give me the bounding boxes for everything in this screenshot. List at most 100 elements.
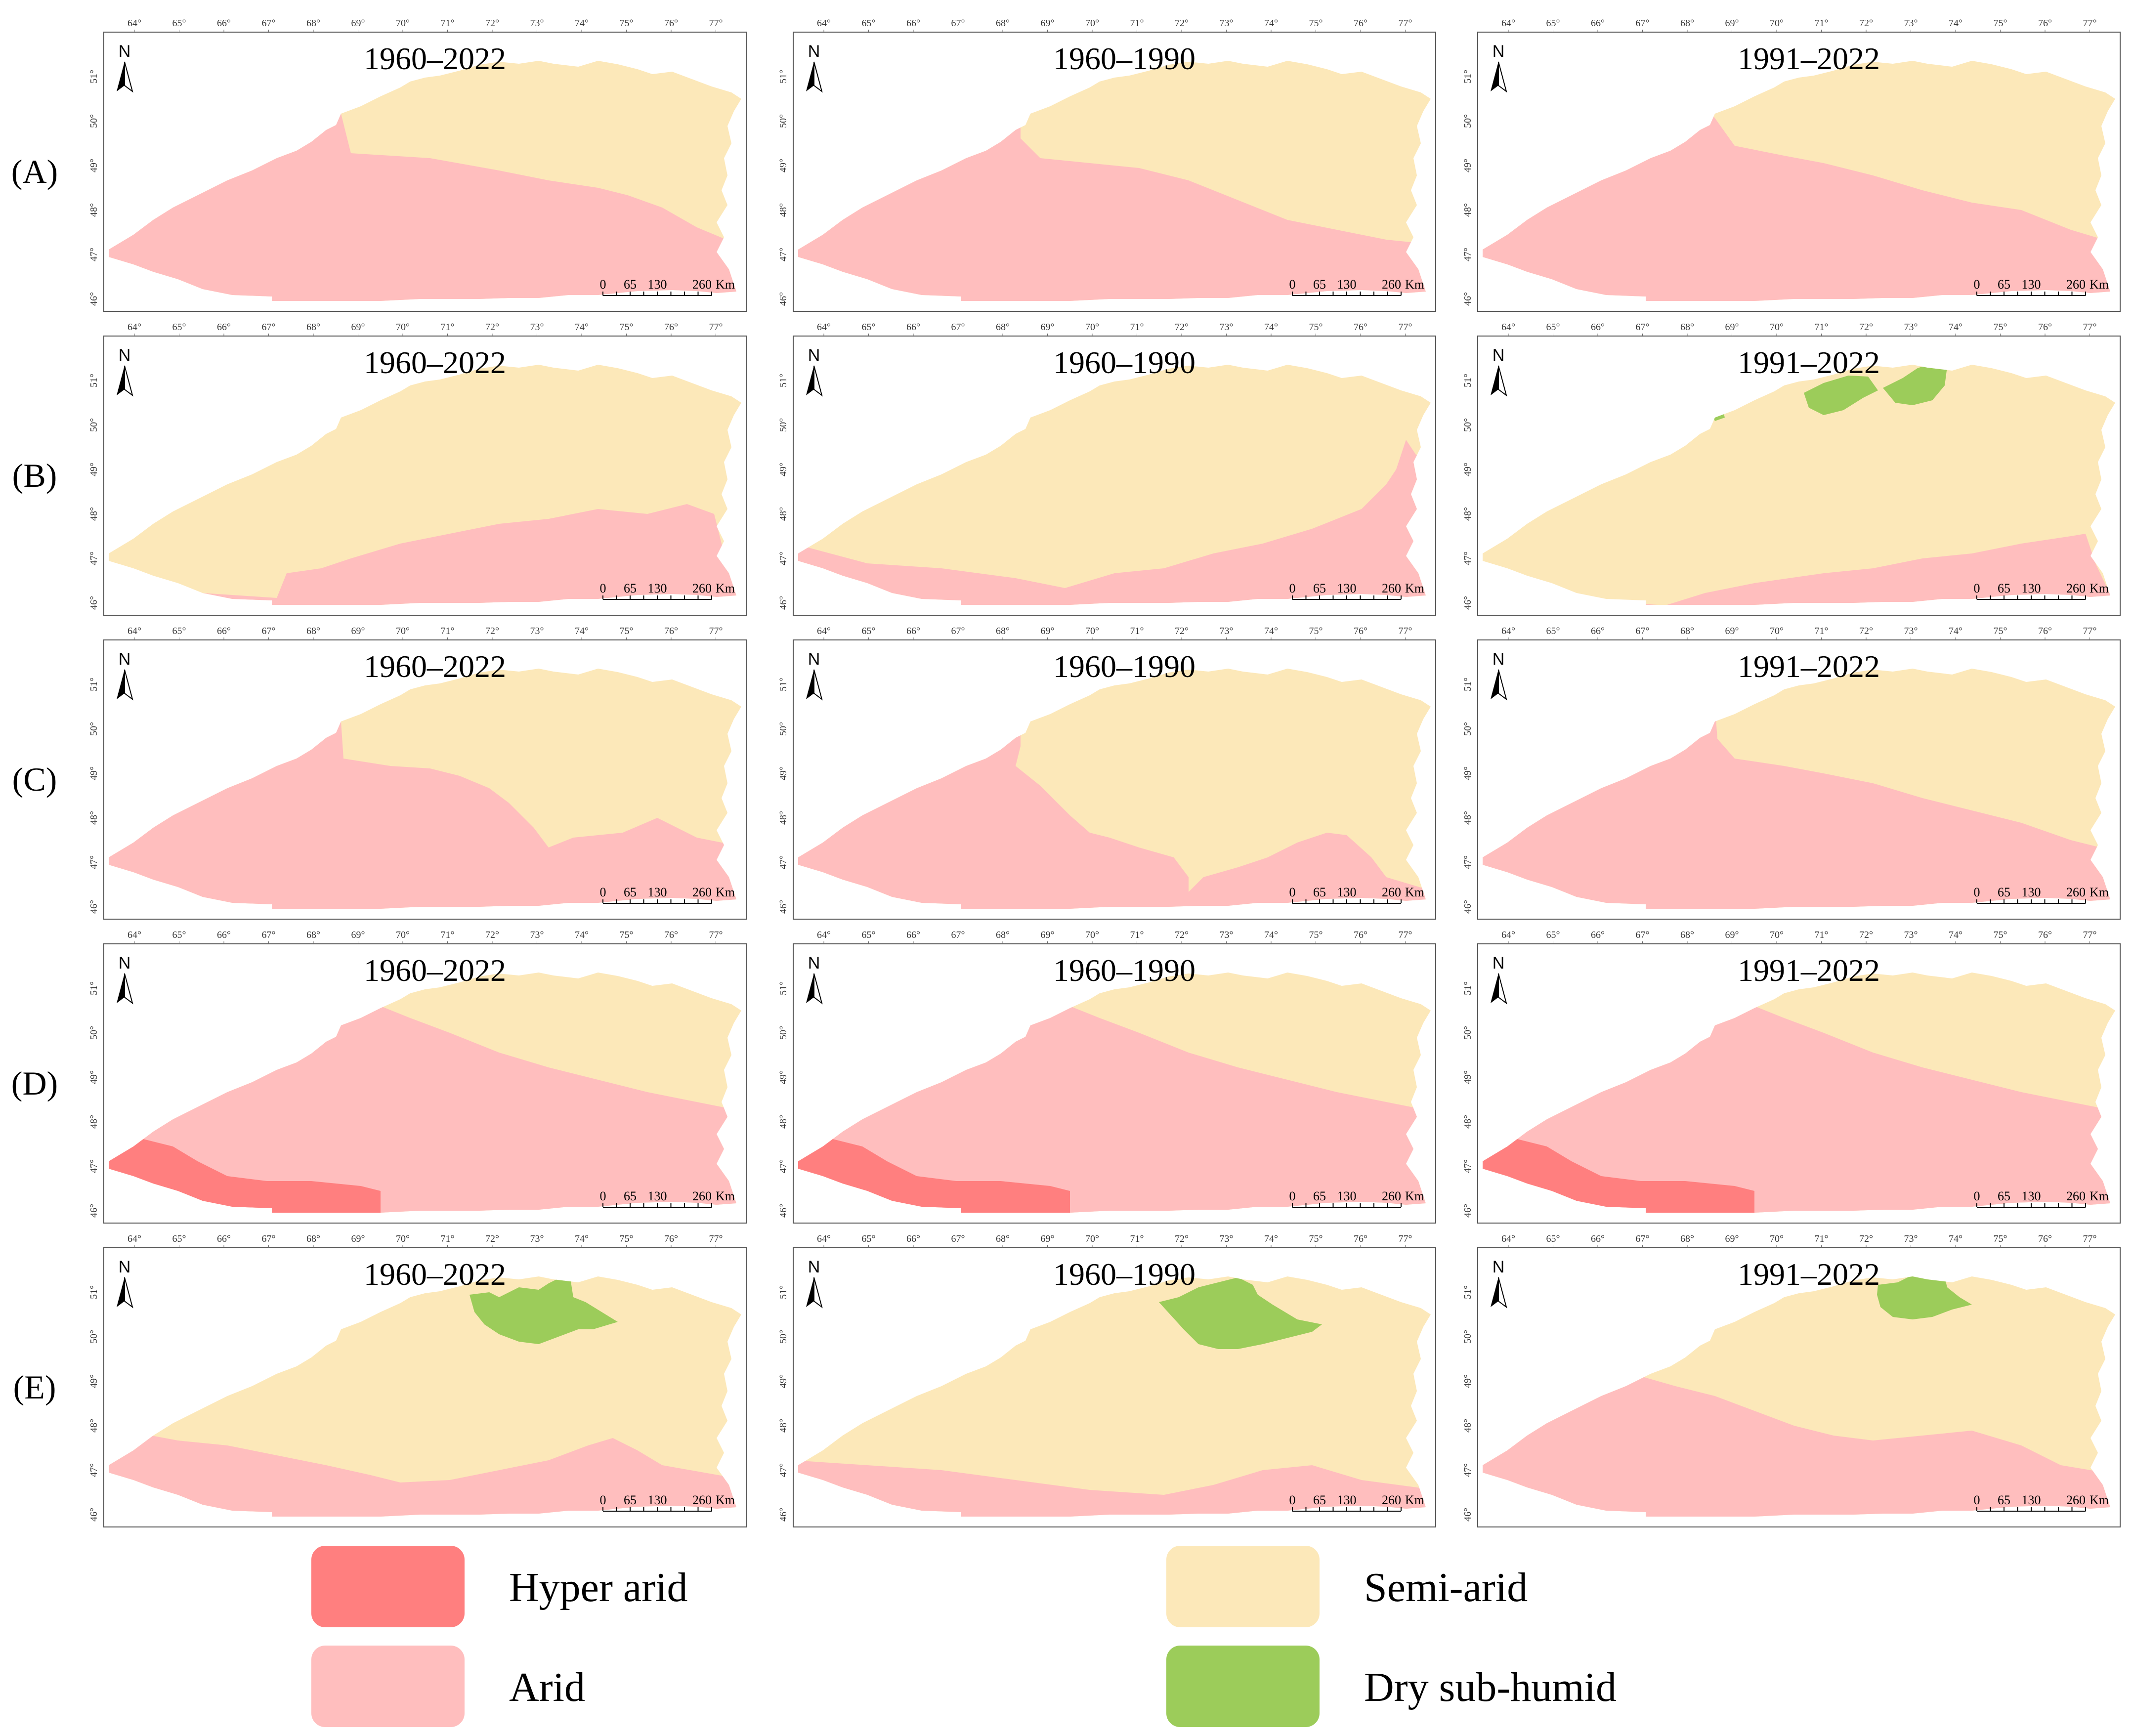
longitude-tick-label: 73° bbox=[530, 1233, 544, 1244]
scale-bar: 0 65 130 260 Km bbox=[600, 1493, 735, 1512]
scale-label: 130 bbox=[1337, 277, 1357, 292]
longitude-tick-label: 74° bbox=[1264, 1233, 1278, 1244]
latitude-tick-label: 50° bbox=[88, 114, 99, 128]
longitude-tick-label: 75° bbox=[1309, 18, 1323, 29]
longitude-tick-label: 64° bbox=[817, 1233, 831, 1244]
longitude-tick-label: 72° bbox=[485, 1233, 499, 1244]
longitude-tick-label: 74° bbox=[1264, 322, 1278, 333]
row-label-a: (A) bbox=[11, 153, 58, 190]
longitude-tick-label: 65° bbox=[1546, 930, 1560, 940]
north-label: N bbox=[119, 650, 131, 669]
longitude-tick-label: 70° bbox=[396, 322, 410, 333]
longitude-tick-label: 67° bbox=[262, 930, 276, 940]
longitude-tick-label: 65° bbox=[1546, 18, 1560, 29]
longitude-tick-label: 67° bbox=[951, 1233, 965, 1244]
map-panel-c-1991-2022: 64° 65° 66° 67° 68° 69° 70° 71° 72° 73° 74° 75° 76° 7… bbox=[1462, 626, 2121, 920]
north-label: N bbox=[808, 1258, 820, 1276]
longitude-tick-label: 70° bbox=[1085, 626, 1099, 636]
latitude-tick-label: 51° bbox=[778, 1285, 789, 1299]
longitude-tick-label: 77° bbox=[2083, 18, 2097, 29]
longitude-tick-label: 73° bbox=[530, 322, 544, 333]
longitude-tick-label: 76° bbox=[664, 1233, 678, 1244]
map-panel-a-1960-2022: 64° 65° 66° 67° 68° 69° 70° 71° 72° 73° 74° 75° 76° 7… bbox=[88, 18, 747, 312]
scale-label: 0 bbox=[1974, 277, 1980, 292]
latitude-tick-label: 49° bbox=[778, 159, 789, 172]
longitude-tick-label: 73° bbox=[530, 626, 544, 636]
longitude-tick-label: 66° bbox=[1591, 626, 1605, 636]
longitude-tick-label: 74° bbox=[1264, 626, 1278, 636]
north-arrow-icon: N bbox=[117, 954, 133, 1005]
longitude-tick-label: 74° bbox=[1949, 18, 1962, 29]
longitude-tick-label: 73° bbox=[1904, 1233, 1918, 1244]
longitude-tick-label: 69° bbox=[351, 322, 365, 333]
longitude-tick-label: 73° bbox=[1220, 322, 1234, 333]
longitude-tick-label: 65° bbox=[862, 930, 876, 940]
longitude-tick-label: 64° bbox=[128, 930, 141, 940]
scale-label: 65 bbox=[1998, 885, 2010, 899]
longitude-tick-label: 71° bbox=[441, 18, 455, 29]
longitude-tick-label: 69° bbox=[351, 626, 365, 636]
longitude-tick-label: 73° bbox=[1220, 626, 1234, 636]
scale-label: 130 bbox=[648, 1189, 667, 1203]
latitude-tick-label: 50° bbox=[1462, 418, 1473, 432]
longitude-tick-label: 70° bbox=[1770, 1233, 1784, 1244]
scale-unit: Km bbox=[2090, 277, 2109, 292]
longitude-tick-label: 64° bbox=[128, 1233, 141, 1244]
row-label-b: (B) bbox=[12, 457, 57, 494]
longitude-tick-label: 75° bbox=[1994, 930, 2007, 940]
longitude-tick-label: 68° bbox=[996, 930, 1010, 940]
north-arrow-icon: N bbox=[1491, 954, 1507, 1005]
panel-title: 1960–1990 bbox=[1053, 41, 1195, 76]
longitude-tick-label: 77° bbox=[1399, 626, 1412, 636]
latitude-tick-label: 47° bbox=[778, 1159, 789, 1173]
scale-unit: Km bbox=[2090, 1493, 2109, 1507]
north-arrow-icon: N bbox=[1491, 1258, 1507, 1309]
scale-unit: Km bbox=[1405, 885, 1424, 899]
map-panel-d-1960-1990: 64° 65° 66° 67° 68° 69° 70° 71° 72° 73° 74° 75° 76° 7… bbox=[778, 930, 1436, 1224]
scale-label: 260 bbox=[2066, 1189, 2086, 1203]
longitude-tick-label: 66° bbox=[217, 1233, 231, 1244]
longitude-tick-label: 69° bbox=[351, 1233, 365, 1244]
scale-label: 260 bbox=[2066, 581, 2086, 595]
longitude-tick-label: 71° bbox=[1815, 930, 1829, 940]
longitude-tick-label: 71° bbox=[1130, 1233, 1144, 1244]
longitude-tick-label: 74° bbox=[575, 322, 589, 333]
latitude-tick-label: 50° bbox=[88, 1330, 99, 1344]
map-panel-b-1960-1990: 64° 65° 66° 67° 68° 69° 70° 71° 72° 73° 74° 75° 76° 7… bbox=[778, 322, 1436, 616]
scale-label: 130 bbox=[2022, 1189, 2041, 1203]
legend-label: Arid bbox=[509, 1664, 585, 1710]
north-arrow-icon: N bbox=[1491, 650, 1507, 701]
scale-label: 0 bbox=[1289, 581, 1296, 595]
longitude-tick-label: 69° bbox=[1041, 1233, 1055, 1244]
scale-bar: 0 65 130 260 Km bbox=[1974, 277, 2109, 296]
longitude-tick-label: 65° bbox=[1546, 1233, 1560, 1244]
longitude-tick-label: 74° bbox=[575, 626, 589, 636]
latitude-tick-label: 48° bbox=[1462, 811, 1473, 825]
longitude-tick-label: 68° bbox=[996, 18, 1010, 29]
legend-label: Hyper arid bbox=[509, 1565, 688, 1610]
scale-label: 65 bbox=[624, 277, 637, 292]
latitude-tick-label: 50° bbox=[778, 418, 789, 432]
longitude-tick-label: 67° bbox=[951, 626, 965, 636]
latitude-tick-label: 46° bbox=[1462, 1508, 1473, 1522]
latitude-tick-label: 48° bbox=[778, 1115, 789, 1129]
scale-label: 0 bbox=[600, 581, 606, 595]
map-panel-c-1960-2022: 64° 65° 66° 67° 68° 69° 70° 71° 72° 73° 74° 75° 76° 7… bbox=[88, 626, 747, 920]
scale-label: 65 bbox=[1313, 277, 1326, 292]
scale-label: 260 bbox=[2066, 885, 2086, 899]
longitude-tick-label: 69° bbox=[1041, 322, 1055, 333]
scale-label: 260 bbox=[1382, 1189, 1401, 1203]
scale-label: 0 bbox=[1974, 1189, 1980, 1203]
latitude-tick-label: 49° bbox=[1462, 159, 1473, 172]
latitude-tick-label: 46° bbox=[88, 596, 99, 610]
longitude-tick-label: 68° bbox=[306, 322, 320, 333]
latitude-tick-label: 50° bbox=[778, 722, 789, 736]
scale-label: 0 bbox=[1289, 885, 1296, 899]
latitude-tick-label: 46° bbox=[1462, 596, 1473, 610]
longitude-tick-label: 66° bbox=[906, 626, 920, 636]
scale-label: 130 bbox=[2022, 277, 2041, 292]
longitude-tick-label: 67° bbox=[951, 18, 965, 29]
north-arrow-icon: N bbox=[117, 42, 133, 93]
scale-label: 260 bbox=[692, 1189, 712, 1203]
scale-label: 130 bbox=[648, 581, 667, 595]
